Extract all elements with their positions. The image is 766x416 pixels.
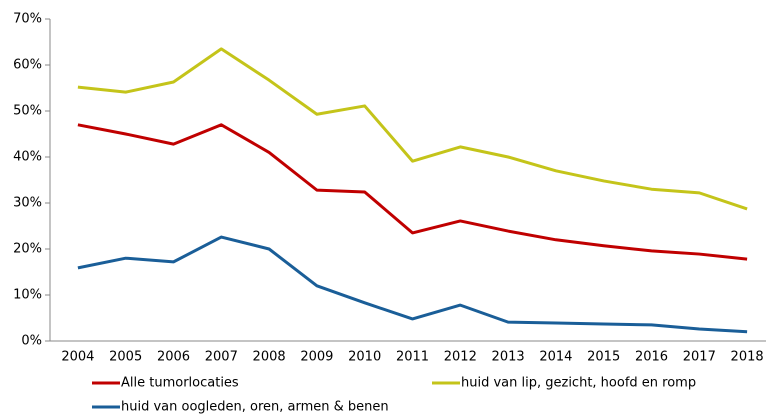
x-tick-label: 2014: [539, 350, 572, 365]
y-tick-label: 0%: [21, 334, 42, 349]
x-tick-label: 2009: [300, 350, 333, 365]
series-line: [77, 235, 748, 334]
x-tick-label: 2011: [396, 350, 429, 365]
x-tick-label: 2016: [635, 350, 668, 365]
y-tick-label: 20%: [13, 242, 42, 257]
y-tick-label: 70%: [13, 12, 42, 27]
y-tick-label: 30%: [13, 196, 42, 211]
x-tick-label: 2010: [348, 350, 381, 365]
x-tick-label: 2005: [109, 350, 142, 365]
x-tick-label: 2012: [444, 350, 477, 365]
y-tick-label: 10%: [13, 288, 42, 303]
legend-label: Alle tumorlocaties: [121, 376, 239, 391]
x-tick-label: 2018: [731, 350, 764, 365]
x-tick-label: 2004: [61, 350, 94, 365]
series-line: [77, 47, 748, 211]
y-tick-label: 50%: [13, 104, 42, 119]
x-tick-label: 2006: [157, 350, 190, 365]
legend-label: huid van lip, gezicht, hoofd en romp: [461, 376, 696, 391]
y-tick-label: 60%: [13, 58, 42, 73]
x-tick-label: 2017: [683, 350, 716, 365]
x-tick-label: 2015: [587, 350, 620, 365]
series-line: [77, 123, 748, 261]
x-tick-label: 2007: [205, 350, 238, 365]
legend-label: huid van oogleden, oren, armen & benen: [121, 400, 389, 415]
x-tick-label: 2008: [253, 350, 286, 365]
x-tick-label: 2013: [492, 350, 525, 365]
y-tick-label: 40%: [13, 150, 42, 165]
